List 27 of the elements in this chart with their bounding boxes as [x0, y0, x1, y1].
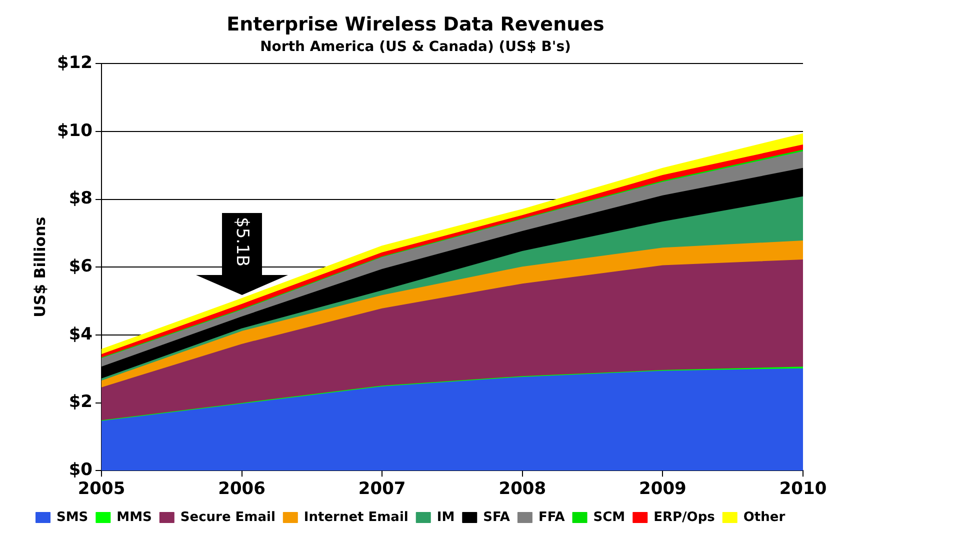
- legend-label: Internet Email: [304, 510, 408, 525]
- legend-label: MMS: [116, 510, 152, 525]
- x-tick-label: 2010: [779, 479, 827, 500]
- legend-label: Other: [743, 510, 786, 525]
- legend-label: SFA: [483, 510, 510, 525]
- legend-label: IM: [436, 510, 455, 525]
- chart-subtitle: North America (US & Canada) (US$ B's): [260, 38, 571, 55]
- legend-label: Secure Email: [180, 510, 276, 525]
- x-tick-label: 2008: [498, 479, 546, 500]
- x-tick-label: 2006: [218, 479, 266, 500]
- legend-label: SMS: [56, 510, 88, 525]
- y-tick-label: $2: [68, 392, 92, 412]
- annotation: $5.1B: [230, 216, 253, 268]
- y-tick-label: $6: [68, 256, 92, 277]
- x-tick-label: 2007: [358, 479, 406, 500]
- x-tick-label: 2009: [639, 479, 686, 500]
- y-tick-label: $10: [56, 120, 93, 141]
- legend-label: SCM: [593, 510, 626, 525]
- legend-label: FFA: [538, 510, 565, 525]
- y-tick-label: $8: [68, 188, 92, 209]
- y-tick-label: $0: [68, 460, 93, 480]
- y-tick-label: $4: [68, 324, 93, 344]
- legend-label: ERP/Ops: [654, 510, 716, 525]
- x-tick-label: 2005: [78, 479, 126, 500]
- y-tick-label: $12: [56, 53, 92, 74]
- y-axis-title: US$ Billions: [30, 216, 49, 318]
- chart-title: Enterprise Wireless Data Revenues: [226, 13, 604, 36]
